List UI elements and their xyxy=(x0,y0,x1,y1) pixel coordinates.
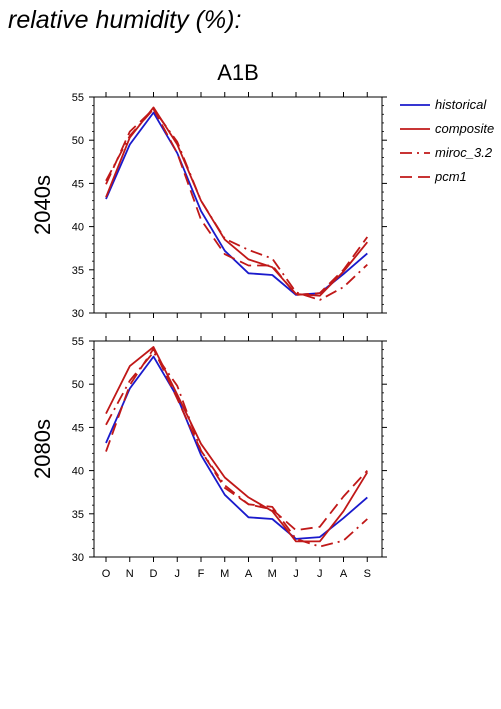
y-tick-label: 55 xyxy=(72,92,84,104)
x-tick-label: J xyxy=(175,568,181,580)
legend: historical composite miroc_3.2 pcm1 xyxy=(400,97,494,184)
x-tick-label: D xyxy=(150,568,158,580)
y-tick-label: 45 xyxy=(72,422,84,434)
x-tick-label: M xyxy=(268,568,277,580)
x-tick-label: M xyxy=(220,568,229,580)
legend-label: pcm1 xyxy=(434,169,467,184)
series-line-composite xyxy=(105,106,368,297)
series-line-pcm1 xyxy=(105,108,369,296)
series-line-historical xyxy=(105,111,368,296)
y-tick-label: 40 xyxy=(72,466,84,478)
y-tick-label: 35 xyxy=(72,265,84,277)
legend-label: composite xyxy=(435,121,494,136)
legend-label: historical xyxy=(435,97,487,112)
y-tick-label: 55 xyxy=(72,336,84,348)
chart-panels: 30 35 40 45 50 55 2040s 30 35 40 45 50 55 O N D J F M A M J J A… xyxy=(30,92,387,580)
panel-row-label: 2040s xyxy=(30,175,55,235)
scenario-title: A1B xyxy=(217,60,259,85)
page-title: relative humidity (%): xyxy=(8,6,242,34)
x-tick-label: J xyxy=(293,568,299,580)
y-tick-label: 30 xyxy=(72,308,84,320)
series-line-pcm1 xyxy=(105,347,368,532)
y-tick-label: 45 xyxy=(72,178,84,190)
series-line-miroc-3-2 xyxy=(105,351,368,548)
y-tick-label: 50 xyxy=(72,379,84,391)
series-line-historical xyxy=(105,355,368,540)
chart-panel-2080s: 30 35 40 45 50 55 O N D J F M A M J J A S 2080s xyxy=(30,336,387,580)
y-tick-label: 30 xyxy=(72,552,84,564)
plot-frame xyxy=(93,96,383,314)
x-tick-label: F xyxy=(198,568,205,580)
x-tick-label: J xyxy=(317,568,323,580)
panel-row-label: 2080s xyxy=(30,419,55,479)
series-line-composite xyxy=(105,346,369,543)
legend-label: miroc_3.2 xyxy=(435,145,493,160)
y-tick-label: 35 xyxy=(72,509,84,521)
x-tick-label: A xyxy=(340,568,348,580)
x-tick-label: S xyxy=(364,568,371,580)
y-tick-label: 50 xyxy=(72,135,84,147)
x-tick-label: A xyxy=(245,568,253,580)
x-tick-label: N xyxy=(126,568,134,580)
series-line-miroc-3-2 xyxy=(105,108,368,301)
plot-frame xyxy=(93,340,383,558)
x-tick-label: O xyxy=(102,568,111,580)
y-tick-label: 40 xyxy=(72,222,84,234)
chart-panel-2040s: 30 35 40 45 50 55 2040s xyxy=(30,92,387,320)
